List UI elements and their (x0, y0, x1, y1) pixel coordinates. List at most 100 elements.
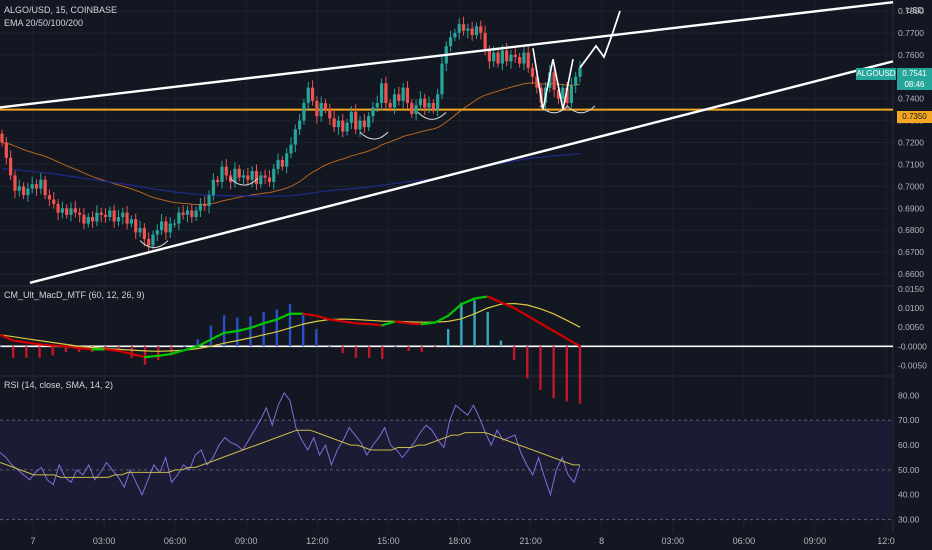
macd-histogram-bar (301, 315, 305, 347)
macd-histogram-bar (420, 346, 424, 353)
macd-histogram-bar (407, 346, 410, 351)
currency-label: USD (906, 5, 924, 15)
macd-histogram-bar (539, 346, 542, 390)
candle-body (298, 120, 302, 130)
candle-body (535, 76, 539, 88)
bar-countdown: 08:46 (904, 80, 925, 89)
macd-line-segment (183, 345, 199, 352)
candle-body (336, 120, 341, 128)
candle-body (30, 184, 34, 189)
macd-line-segment (12, 339, 28, 344)
macd-line-segment (77, 347, 94, 351)
macd-histogram-bar (196, 339, 199, 347)
candle-body (17, 186, 21, 191)
macd-histogram-bar (354, 346, 358, 358)
candle-body (358, 120, 362, 130)
candle-body (479, 26, 483, 33)
macd-panel[interactable] (0, 295, 893, 404)
candle-body (487, 50, 492, 62)
rsi-panel[interactable] (0, 391, 893, 521)
macd-line-segment (130, 352, 147, 359)
macd-line-segment (539, 322, 555, 333)
candle-body (427, 103, 431, 108)
rsi-tick-label: 30.00 (898, 515, 920, 525)
macd-tick-label: 0.0050 (898, 322, 924, 332)
candle-body (280, 160, 284, 167)
candle-body (474, 26, 479, 36)
candle-body (483, 32, 487, 51)
time-tick-label: 06:00 (164, 536, 187, 546)
macd-line-segment (486, 295, 503, 304)
candle-body (285, 153, 289, 167)
last-price-badge[interactable]: 0.7541 08:46 (897, 68, 932, 90)
candlestick-series[interactable] (0, 16, 582, 252)
candle-body (397, 94, 401, 101)
time-tick-label: 8 (599, 536, 604, 546)
pattern-curve (566, 105, 596, 114)
rsi-tick-label: 50.00 (898, 465, 920, 475)
candle-body (241, 175, 246, 178)
price-tick-label: 0.6700 (898, 247, 924, 257)
candle-body (155, 230, 159, 235)
candle-body (379, 83, 384, 104)
candle-body (448, 37, 453, 47)
macd-line-segment (367, 323, 384, 327)
candle-body (159, 221, 164, 231)
rsi-tick-label: 40.00 (898, 490, 920, 500)
pattern-curve (539, 105, 569, 114)
macd-line-segment (209, 331, 226, 341)
candle-body (151, 234, 155, 246)
candle-body (410, 103, 414, 114)
macd-line-segment (143, 354, 160, 359)
candle-body (47, 195, 52, 200)
symbol-title: ALGO/USD, 15, COINBASE (4, 5, 118, 15)
candle-body (78, 212, 82, 215)
candle-body (108, 210, 112, 218)
macd-histogram-bar (565, 346, 569, 402)
candle-body (21, 186, 26, 196)
candle-body (138, 228, 142, 233)
trendline-drawings[interactable] (0, 1, 894, 284)
candle-body (220, 166, 224, 182)
candle-body (9, 157, 13, 176)
candle-body (112, 210, 116, 222)
price-axis[interactable]: 0.78000.77000.76000.74000.73000.72000.71… (898, 6, 927, 525)
time-axis[interactable]: 7 03:00 06:00 09:00 12:00 15:00 18:00 21:00 8 03:… (30, 536, 894, 546)
price-tick-label: 0.7000 (898, 181, 924, 191)
candle-body (388, 103, 392, 108)
time-tick-label: 15:00 (377, 536, 400, 546)
candle-body (147, 238, 151, 246)
macd-line-segment (565, 337, 582, 348)
macd-histogram-bar (130, 346, 134, 358)
candle-body (354, 111, 358, 130)
candle-body (259, 175, 263, 185)
time-tick-label: 12:0 (877, 536, 895, 546)
candle-body (103, 214, 108, 218)
macd-line-segment (302, 312, 318, 317)
macd-line-segment (499, 301, 516, 310)
candle-body (466, 28, 470, 31)
price-tick-label: 0.7600 (898, 50, 924, 60)
macd-line-segment (170, 349, 186, 356)
candle-body (500, 50, 504, 64)
macd-histogram-bar (117, 346, 120, 351)
macd-tick-label: 0.0150 (898, 284, 924, 294)
macd-signal-line (0, 302, 581, 352)
candle-body (457, 24, 461, 33)
macd-line-segment (512, 306, 529, 317)
macd-line-segment (394, 320, 410, 325)
price-tick-label: 0.6600 (898, 269, 924, 279)
candle-body (13, 175, 17, 191)
candle-body (548, 72, 552, 88)
candle-body (362, 120, 366, 128)
macd-histogram-bar (249, 316, 252, 347)
symbol-badge: ALGOUSD (856, 68, 896, 80)
candle-body (375, 103, 379, 108)
macd-tick-label: -0.0050 (898, 360, 927, 370)
candle-body (332, 118, 336, 128)
candle-body (505, 50, 509, 62)
time-tick-label: 12:00 (306, 536, 329, 546)
candle-body (552, 72, 556, 90)
macd-histogram-bar (38, 346, 41, 358)
